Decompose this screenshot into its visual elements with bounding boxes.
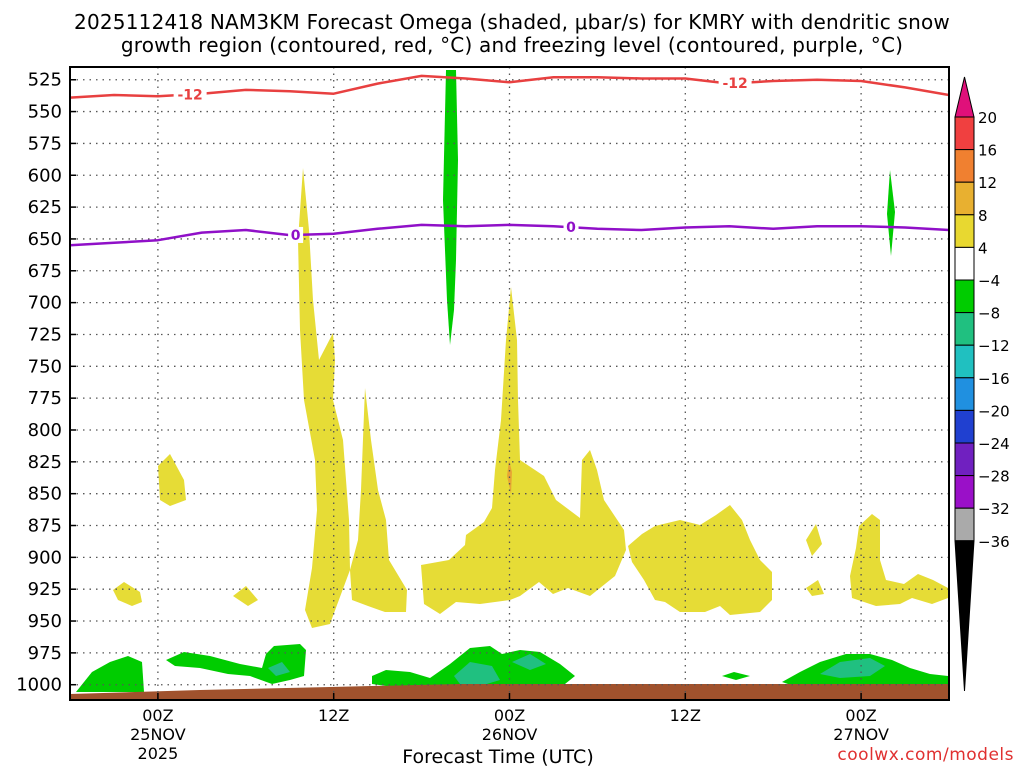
colorbar-tick-label: −32	[978, 500, 1010, 518]
colorbar-tick-label: 20	[978, 109, 997, 127]
y-tick-label: 900	[28, 547, 62, 568]
x-tick-label: 27NOV	[833, 725, 889, 744]
y-tick-label: 725	[28, 324, 62, 345]
colorbar-tick-label: −24	[978, 435, 1010, 453]
freezing-level-contour-label-bg	[563, 219, 579, 236]
dendritic-growth-contour-label-bg	[173, 86, 207, 103]
colorbar-swatch	[954, 214, 975, 248]
omega-sinking-area	[233, 586, 258, 606]
colorbar-swatch	[954, 246, 975, 281]
omega-sinking-area	[806, 580, 824, 596]
omega-rising-column	[443, 70, 458, 345]
x-axis-title: Forecast Time (UTC)	[402, 746, 594, 768]
y-tick-label: 700	[28, 293, 62, 314]
colorbar-tick-label: −12	[978, 337, 1010, 355]
chart-title-line1: 2025112418 NAM3KM Forecast Omega (shaded…	[74, 10, 950, 34]
x-tick-label: 00Z	[845, 706, 876, 725]
plot-frame	[69, 66, 950, 701]
x-tick-label: 26NOV	[482, 725, 538, 744]
colorbar-top-arrow	[954, 76, 975, 118]
colorbar-bottom-arrow	[954, 540, 975, 692]
y-tick-label: 850	[28, 484, 62, 505]
y-tick-label: 750	[28, 356, 62, 377]
colorbar-tick-label: −28	[978, 468, 1010, 486]
colorbar-swatch	[954, 409, 975, 444]
grid-lines	[70, 67, 949, 700]
y-tick-label: 875	[28, 516, 62, 537]
omega-rising-strong-area	[454, 662, 500, 686]
y-tick-label: 675	[28, 261, 62, 282]
freezing-level-contour-label: 0	[566, 220, 576, 236]
colorbar-tick-label: −20	[978, 402, 1010, 420]
dendritic-growth-contour	[70, 74, 949, 99]
y-tick-label: 975	[28, 643, 62, 664]
colorbar-swatch	[954, 507, 975, 542]
colorbar-tick-label: 16	[978, 142, 997, 160]
omega-sinking-area	[806, 524, 822, 556]
y-tick-label: 525	[28, 70, 62, 91]
y-tick-label: 600	[28, 165, 62, 186]
dendritic-growth-contour-label: -12	[177, 87, 202, 103]
omega-rising-area	[166, 644, 306, 684]
freezing-level-contour-label: 0	[291, 228, 301, 244]
colorbar-swatch	[954, 181, 975, 216]
contour-lines: -12 -12 0 0	[70, 74, 949, 247]
colorbar-swatch	[954, 442, 975, 477]
y-tick-label: 575	[28, 133, 62, 154]
x-tick-label: 25NOV	[130, 725, 186, 744]
colorbar-tick-label: 12	[978, 174, 997, 192]
y-axis: 525 550 575 600 625 650 675 700 725 750 775 800 825 8…	[16, 70, 76, 696]
freezing-level-contour-label-bg	[288, 226, 304, 243]
freezing-level-contour	[70, 223, 949, 247]
dendritic-growth-contour-label-bg	[718, 75, 752, 92]
colorbar-swatch	[954, 344, 975, 379]
colorbar-swatch	[954, 475, 975, 509]
omega-rising-strong-area	[820, 658, 885, 678]
colorbar-tick-label: −8	[978, 305, 1000, 323]
credit-text: coolwx.com/models	[837, 745, 1014, 765]
colorbar-swatch	[954, 116, 975, 151]
omega-sinking-area	[850, 514, 948, 606]
omega-sinking-area	[628, 505, 772, 615]
omega-rising-area	[887, 170, 895, 256]
y-tick-label: 925	[28, 579, 62, 600]
omega-sinking-area	[113, 582, 142, 606]
y-tick-label: 650	[28, 229, 62, 250]
omega-rising-area	[76, 656, 144, 692]
omega-rising-strong-area	[512, 654, 546, 670]
x-tick-label: 12Z	[318, 706, 349, 725]
colorbar-tick-label: −36	[978, 533, 1010, 551]
x-tick-label: 12Z	[670, 706, 701, 725]
colorbar-swatch	[954, 377, 975, 411]
x-tick-label: 00Z	[142, 706, 173, 725]
colorbar-tick-label: 4	[978, 239, 988, 257]
omega-rising-strong-area	[268, 662, 290, 676]
y-tick-label: 800	[28, 420, 62, 441]
colorbar-swatch	[954, 279, 975, 314]
colorbar-tick-label: 8	[978, 207, 988, 225]
y-tick-label: 950	[28, 611, 62, 632]
colorbar: 20 16 12 8 4 −4 −8 −12 −16 −20 −24 −28 −32 −36	[954, 76, 1010, 692]
colorbar-tick-label: −4	[978, 272, 1000, 290]
colorbar-swatch	[954, 149, 975, 183]
chart-title-line2: growth region (contoured, red, °C) and f…	[120, 33, 904, 57]
omega-rising-area	[722, 672, 750, 680]
dendritic-growth-contour-label: -12	[722, 76, 747, 92]
y-tick-label: 825	[28, 452, 62, 473]
colorbar-tick-label: −16	[978, 370, 1010, 388]
omega-sinking-area	[158, 454, 186, 506]
omega-sinking-area	[350, 388, 407, 612]
omega-sinking-area	[421, 287, 626, 614]
y-tick-label: 625	[28, 197, 62, 218]
y-tick-label: 1000	[16, 675, 62, 696]
y-tick-label: 550	[28, 102, 62, 123]
y-tick-label: 775	[28, 388, 62, 409]
colorbar-swatch	[954, 312, 975, 346]
x-tick-label: 2025	[138, 744, 179, 763]
x-tick-label: 00Z	[494, 706, 525, 725]
